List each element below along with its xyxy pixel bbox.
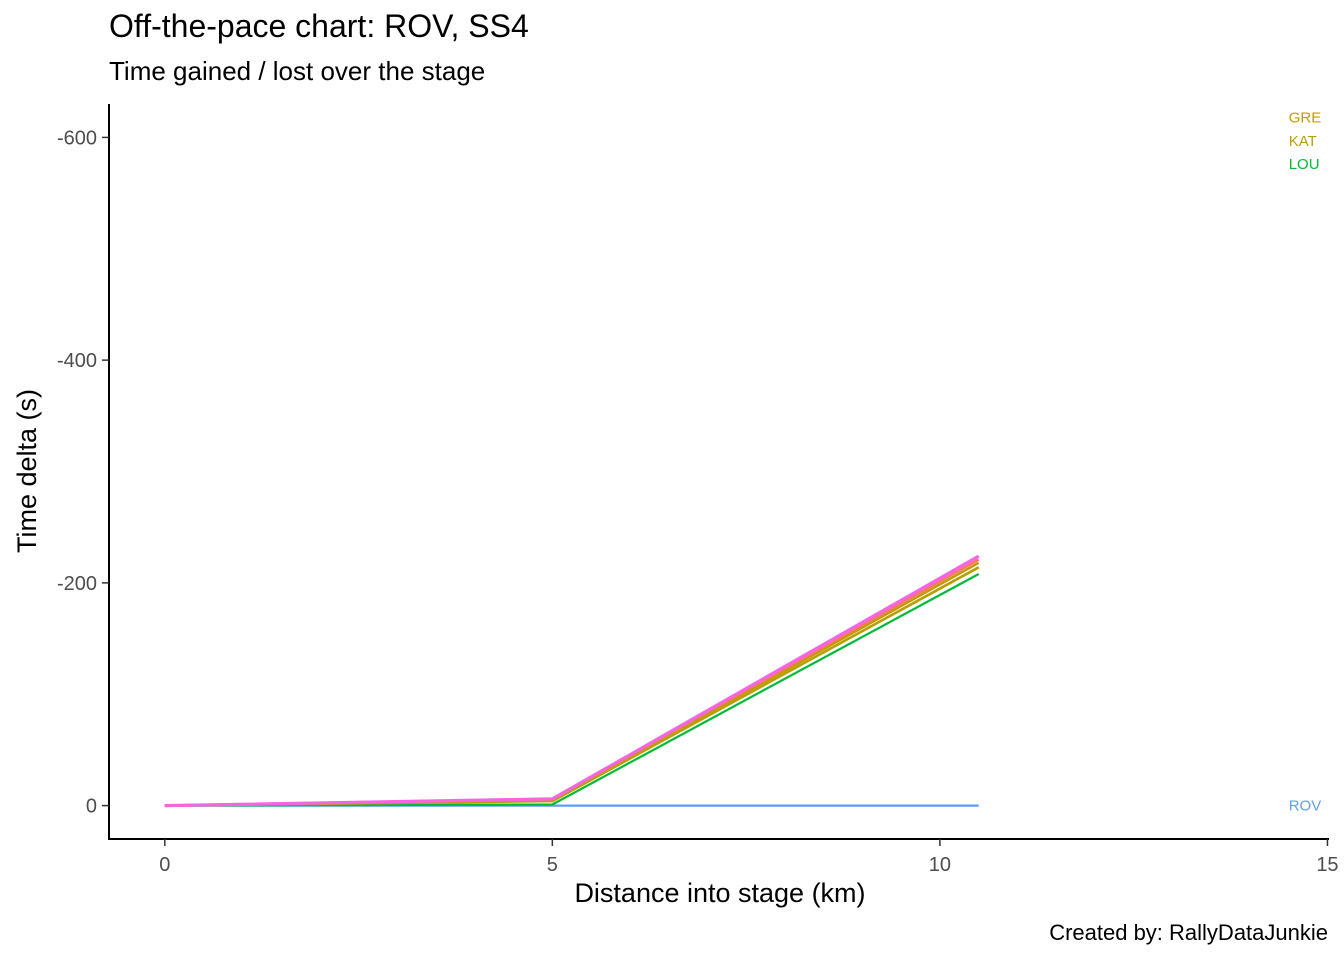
x-tick-label: 0: [159, 854, 170, 876]
series-line-lou: [164, 573, 980, 807]
series-line-gre: [164, 561, 980, 807]
x-tick-label: 10: [929, 854, 951, 876]
series-label-lou: LOU: [1289, 156, 1320, 173]
series-line-unlabeled-5: [164, 554, 980, 808]
chart-subtitle: Time gained / lost over the stage: [109, 56, 486, 86]
x-axis-title: Distance into stage (km): [574, 878, 865, 908]
y-tick-label: -200: [57, 573, 97, 595]
y-axis-title: Time delta (s): [12, 389, 42, 553]
x-axis-ticks: 0 5 10 15: [159, 839, 1339, 876]
series-label-kat: KAT: [1289, 133, 1317, 150]
series-line-unlabeled-4: [164, 558, 980, 807]
y-axis-ticks: 0 -200 -400 -600: [57, 127, 109, 818]
chart-caption: Created by: RallyDataJunkie: [1049, 920, 1328, 945]
series-line-kat: [164, 566, 980, 807]
chart-title: Off-the-pace chart: ROV, SS4: [109, 8, 529, 44]
y-tick-label: 0: [86, 796, 97, 818]
x-tick-label: 15: [1316, 854, 1338, 876]
y-tick-label: -600: [57, 127, 97, 149]
series-layer: [164, 554, 980, 808]
series-label-rov: ROV: [1289, 798, 1322, 815]
y-tick-label: -400: [57, 350, 97, 372]
end-labels-layer: GRE KAT LOU ROV: [1289, 109, 1322, 814]
series-label-gre: GRE: [1289, 109, 1322, 126]
x-tick-label: 5: [547, 854, 558, 876]
